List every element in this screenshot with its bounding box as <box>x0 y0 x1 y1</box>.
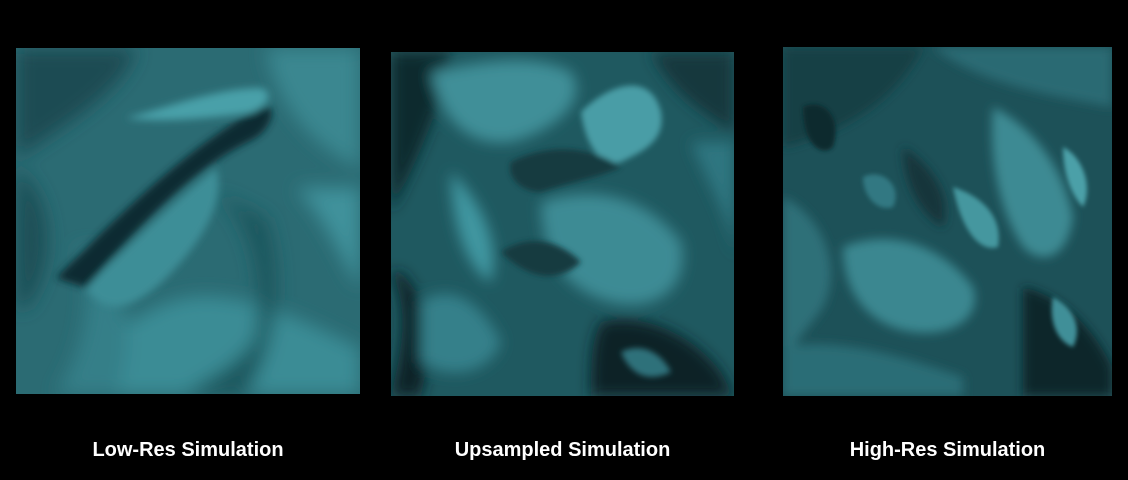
high-res-simulation-image <box>783 47 1112 396</box>
upsampled-simulation-image <box>391 52 734 396</box>
low-res-caption: Low-Res Simulation <box>92 439 284 461</box>
high-res-caption: High-Res Simulation <box>849 439 1046 461</box>
upsampled-caption: Upsampled Simulation <box>454 439 671 461</box>
low-res-simulation-image <box>16 48 360 394</box>
